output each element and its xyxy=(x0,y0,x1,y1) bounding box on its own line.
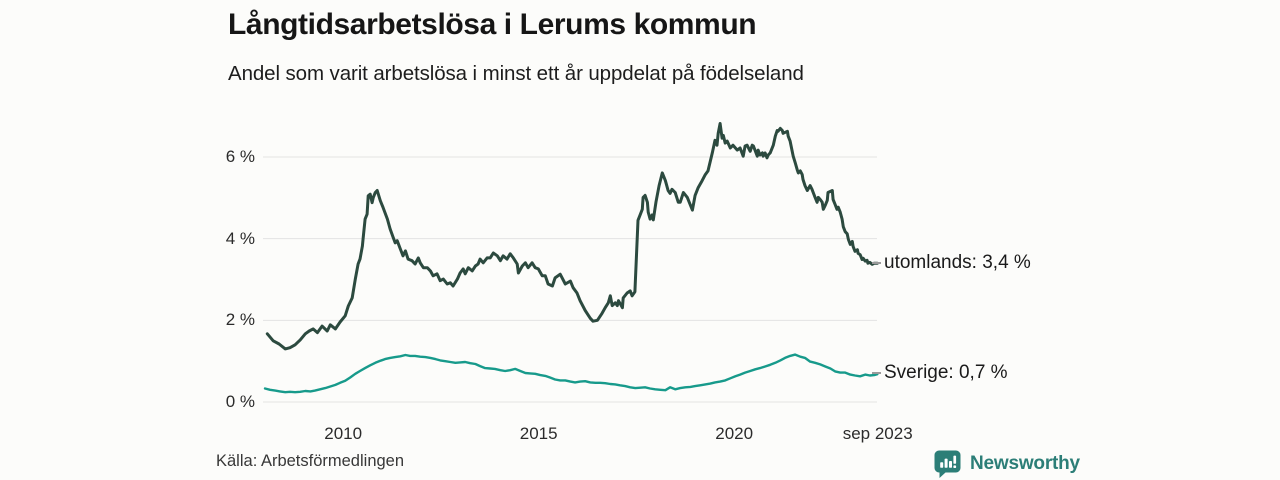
series-end-label-text: utomlands: 3,4 % xyxy=(884,252,1031,274)
chart-subtitle: Andel som varit arbetslösa i minst ett å… xyxy=(228,62,804,85)
y-tick-label: 4 % xyxy=(225,228,255,248)
y-tick-label: 2 % xyxy=(225,310,255,330)
series-end-label-text: Sverige: 0,7 % xyxy=(884,362,1008,384)
series-line-Sverige xyxy=(263,353,879,394)
series-line-utomlands xyxy=(265,122,879,351)
label-connector-dash xyxy=(872,372,881,375)
series-end-label-sverige: Sverige: 0,7 % xyxy=(872,359,1008,387)
bar-chart-speech-bubble-icon xyxy=(934,450,961,478)
newsworthy-wordmark: Newsworthy xyxy=(970,453,1080,474)
y-tick-label: 0 % xyxy=(225,392,255,411)
label-connector-dash xyxy=(872,262,881,265)
series-end-label-utomlands: utomlands: 3,4 % xyxy=(872,249,1031,277)
newsworthy-logo: Newsworthy xyxy=(933,449,1080,479)
page-title: Långtidsarbetslösa i Lerums kommun xyxy=(228,8,757,41)
x-tick-label: 2015 xyxy=(519,424,558,443)
source-attribution: Källa: Arbetsförmedlingen xyxy=(216,452,405,470)
x-tick-label: sep 2023 xyxy=(842,424,913,443)
x-tick-label: 2010 xyxy=(324,424,363,443)
y-tick-label: 6 % xyxy=(225,147,255,167)
x-tick-label: 2020 xyxy=(715,424,754,443)
